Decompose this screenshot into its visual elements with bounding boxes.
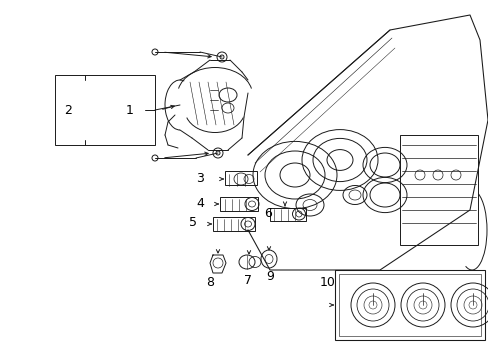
- Text: 5: 5: [189, 216, 197, 229]
- Bar: [224, 171, 257, 185]
- Text: 8: 8: [205, 276, 214, 289]
- Text: 6: 6: [264, 207, 271, 220]
- Text: 1: 1: [126, 104, 134, 117]
- Text: 3: 3: [196, 171, 203, 185]
- Bar: [220, 197, 258, 211]
- Text: 10: 10: [320, 276, 335, 289]
- Text: 4: 4: [196, 197, 203, 210]
- Bar: [338, 274, 480, 336]
- Text: 7: 7: [244, 274, 251, 287]
- Text: 9: 9: [265, 270, 273, 284]
- Bar: [269, 208, 305, 221]
- Text: 2: 2: [64, 104, 72, 117]
- Bar: [399, 135, 477, 245]
- Bar: [334, 270, 484, 340]
- Bar: [55, 75, 155, 145]
- Bar: [213, 217, 254, 231]
